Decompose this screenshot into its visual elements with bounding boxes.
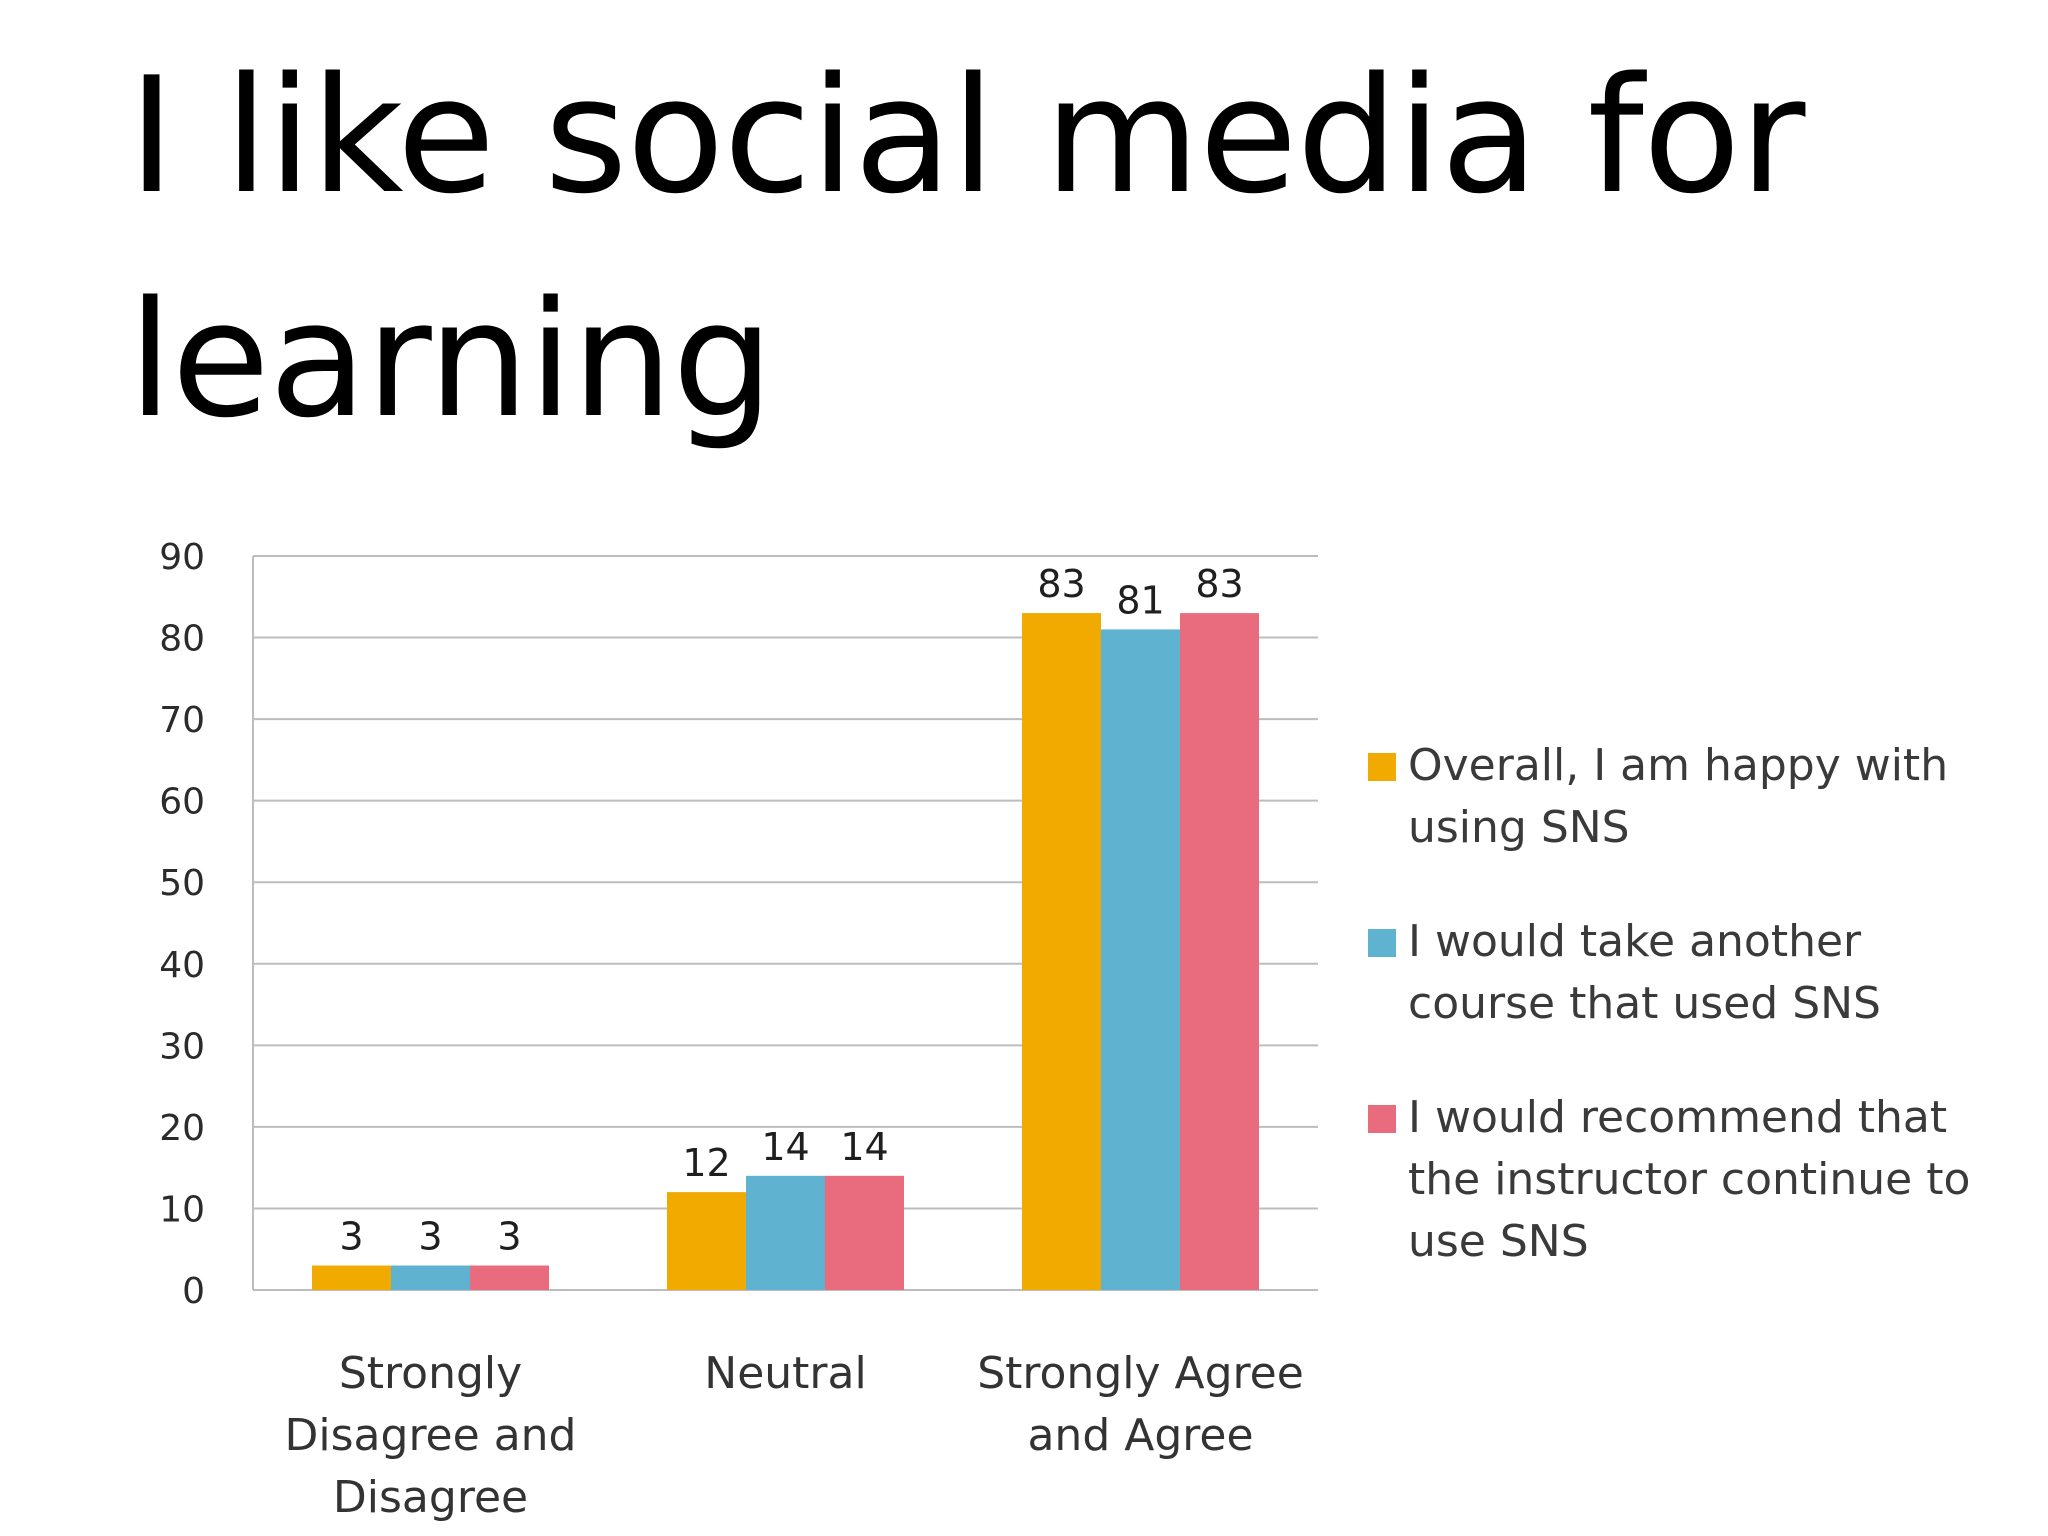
bar-value-label: 14 bbox=[840, 1125, 888, 1169]
category-label: Neutral bbox=[704, 1348, 866, 1399]
category-label-line: Neutral bbox=[704, 1348, 866, 1399]
bar-value-label: 3 bbox=[497, 1215, 521, 1259]
y-tick-label: 60 bbox=[159, 782, 205, 823]
bar bbox=[1180, 613, 1259, 1290]
bar bbox=[470, 1265, 549, 1290]
category-labels: Strongly Disagree and Disagree Neutral Stron… bbox=[285, 1348, 1304, 1523]
legend-label-line: using SNS bbox=[1408, 802, 1630, 853]
bar bbox=[667, 1192, 746, 1290]
bar-value-label: 14 bbox=[761, 1125, 809, 1169]
legend-label-line: use SNS bbox=[1408, 1216, 1589, 1267]
bar-value-label: 3 bbox=[418, 1215, 442, 1259]
category-label-line: and Agree bbox=[1027, 1410, 1253, 1461]
bar bbox=[1022, 613, 1101, 1290]
legend-swatch bbox=[1368, 753, 1396, 781]
bar-value-label: 83 bbox=[1195, 562, 1243, 606]
category-label: Strongly Disagree and Disagree bbox=[285, 1348, 577, 1523]
y-tick-label: 10 bbox=[159, 1189, 205, 1230]
bar bbox=[825, 1175, 904, 1290]
legend-item: I would recommend that the instructor con… bbox=[1368, 1087, 2028, 1273]
legend-label-line: the instructor continue to bbox=[1408, 1154, 1971, 1205]
legend-label-line: I would take another bbox=[1408, 916, 1862, 967]
category-label-line: Strongly Agree bbox=[977, 1348, 1304, 1399]
y-tick-label: 80 bbox=[159, 619, 205, 660]
legend-swatch bbox=[1368, 929, 1396, 957]
legend-label-line: Overall, I am happy with bbox=[1408, 740, 1949, 791]
y-tick-label: 0 bbox=[182, 1271, 205, 1312]
legend-label-line: course that used SNS bbox=[1408, 978, 1881, 1029]
legend-swatch bbox=[1368, 1105, 1396, 1133]
y-tick-labels: 0 10 20 30 40 50 60 70 80 90 bbox=[159, 537, 205, 1312]
y-tick-label: 20 bbox=[159, 1108, 205, 1149]
bars bbox=[312, 613, 1259, 1290]
y-tick-label: 50 bbox=[159, 863, 205, 904]
legend-item: Overall, I am happy with using SNS bbox=[1368, 735, 2028, 859]
bar-value-label: 83 bbox=[1037, 562, 1085, 606]
category-label-line: Disagree and bbox=[285, 1410, 577, 1461]
category-label: Strongly Agree and Agree bbox=[977, 1348, 1304, 1461]
bar bbox=[312, 1265, 391, 1290]
bar-value-label: 12 bbox=[682, 1141, 730, 1185]
bar bbox=[746, 1175, 825, 1290]
legend-item: I would take another course that used SNS bbox=[1368, 911, 2028, 1035]
category-label-line: Strongly bbox=[339, 1348, 522, 1399]
bar-value-label: 81 bbox=[1116, 578, 1164, 622]
chart-legend: Overall, I am happy with using SNS I would… bbox=[1368, 735, 2028, 1325]
legend-label-line: I would recommend that bbox=[1408, 1092, 1948, 1143]
data-labels: 3 3 3 12 14 14 83 81 83 bbox=[339, 562, 1243, 1258]
bar bbox=[1101, 629, 1180, 1290]
bar bbox=[391, 1265, 470, 1290]
slide-title: I like social media for learning bbox=[128, 42, 1805, 453]
y-tick-label: 40 bbox=[159, 945, 205, 986]
y-tick-label: 90 bbox=[159, 537, 205, 578]
y-tick-label: 70 bbox=[159, 700, 205, 741]
bar-value-label: 3 bbox=[339, 1215, 363, 1259]
y-tick-label: 30 bbox=[159, 1026, 205, 1067]
category-label-line: Disagree bbox=[333, 1472, 528, 1523]
